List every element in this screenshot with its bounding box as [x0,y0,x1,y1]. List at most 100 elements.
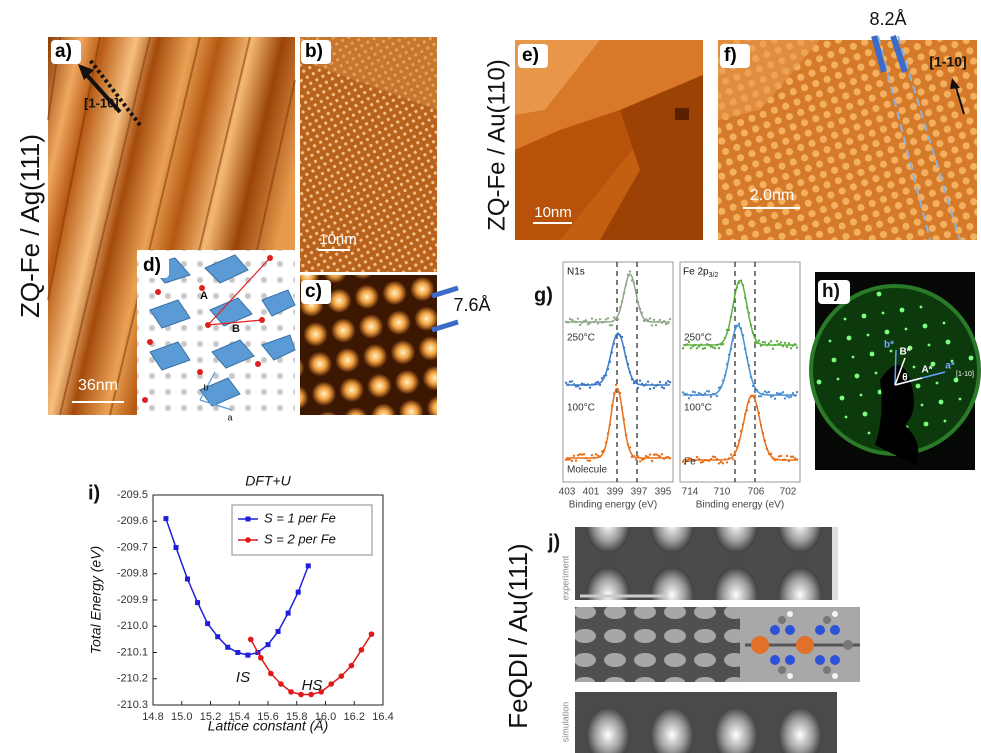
label: experiment [560,555,570,600]
label: [1-10] [929,54,966,70]
xps-curves [564,270,799,465]
spectrum-dot [753,394,757,397]
label: b [203,382,208,392]
spectrum-dot [701,460,705,464]
spectrum-dot [775,340,779,343]
label-box [301,40,331,64]
y-tick-label: -210.2 [117,673,148,685]
leed-spot [942,321,946,325]
panel-label: c) [305,281,322,302]
marker [278,681,284,687]
spectrum-dot [769,340,773,343]
x-tick-label: 16.0 [315,711,336,723]
spectrum-dot [681,347,685,350]
marker [235,650,241,655]
side-label: ZQ-Fe / Au(110) [483,59,510,231]
spectrum-dot [570,380,574,383]
spectrum-dot [652,453,656,456]
spectrum-dot [717,347,721,350]
spectrum-dot [578,387,582,390]
label: simulation [560,702,570,743]
marker [268,670,274,677]
label: 10nm [534,204,572,221]
spectrum-dot [564,381,568,384]
marker [245,652,251,658]
label-box [301,280,331,304]
label: A* [921,365,932,376]
spectrum-dot [580,382,584,385]
spectrum-fit [683,394,797,461]
leed-spot [859,393,863,397]
spectrum-dot [701,347,705,350]
marker [338,673,345,679]
spectrum-dot [733,324,737,328]
afm-simulation [575,692,837,753]
spectrum-fit [683,279,797,346]
leed-spot [927,343,931,347]
y-tick-label: -209.8 [117,568,148,580]
label: 714 [682,487,699,498]
legend-marker [245,537,251,543]
spectrum-dot [638,379,642,382]
spectrum-dot [767,390,771,394]
label: 250°C [567,333,595,344]
label: A [200,290,208,302]
spectrum-dot [594,381,598,384]
vector-b [199,371,216,401]
spectrum-dot [771,347,775,350]
leed-spot [938,399,944,405]
annotation: IS [236,669,250,686]
spacing-mark [871,35,887,73]
leed-spot [869,351,875,357]
spectrum-dot [648,387,652,391]
marker [368,631,375,637]
arrow-head [78,64,94,80]
label: 100°C [567,403,595,414]
leed-spot [876,291,882,297]
spectrum-dot [596,454,600,457]
spectrum-dot [779,392,783,395]
label: Binding energy (eV) [569,500,657,511]
x-tick-label: 15.8 [286,711,307,723]
pit [675,108,689,120]
leed-spot [943,419,947,423]
marker [275,629,281,634]
panel-label: i) [88,482,100,504]
spectrum-dot [785,345,789,349]
vector [894,349,897,386]
spacing-mark [431,319,459,333]
label: 10nm [319,231,357,248]
spectrum-dot [660,386,664,389]
label: 403 [559,487,576,498]
guide-line [877,35,931,241]
spectrum-dot [598,383,602,387]
spectrum-dot [713,347,717,350]
spectrum-dot [578,323,582,327]
spectrum-dot [574,385,578,388]
spectrum-dot [795,390,799,394]
spectrum-dot [681,391,685,394]
leed-spot [889,349,893,353]
spectrum-dot [725,461,729,464]
leed-spot [861,313,867,319]
spectrum-dot [765,391,769,394]
spectrum-dot [779,454,783,458]
spectrum-dot [596,380,600,384]
spectrum-dot [598,318,602,321]
spectrum-dot [658,380,662,384]
side-label: ZQ-Fe / Ag(111) [15,134,45,318]
spectrum-dot [791,392,795,395]
spectrum-dot [691,390,695,393]
leed-spot [968,355,974,361]
label-box [51,40,81,64]
label-box [818,280,850,304]
spectrum-dot [668,317,672,321]
spectrum-dot [568,380,572,383]
spectrum-dot [570,318,574,322]
spectrum-dot [729,453,733,456]
spectrum-dot [697,345,701,348]
label: B [232,323,240,335]
spectrum-dot [636,386,640,389]
spectrum-dot [709,395,713,398]
leed-spot [846,335,852,341]
